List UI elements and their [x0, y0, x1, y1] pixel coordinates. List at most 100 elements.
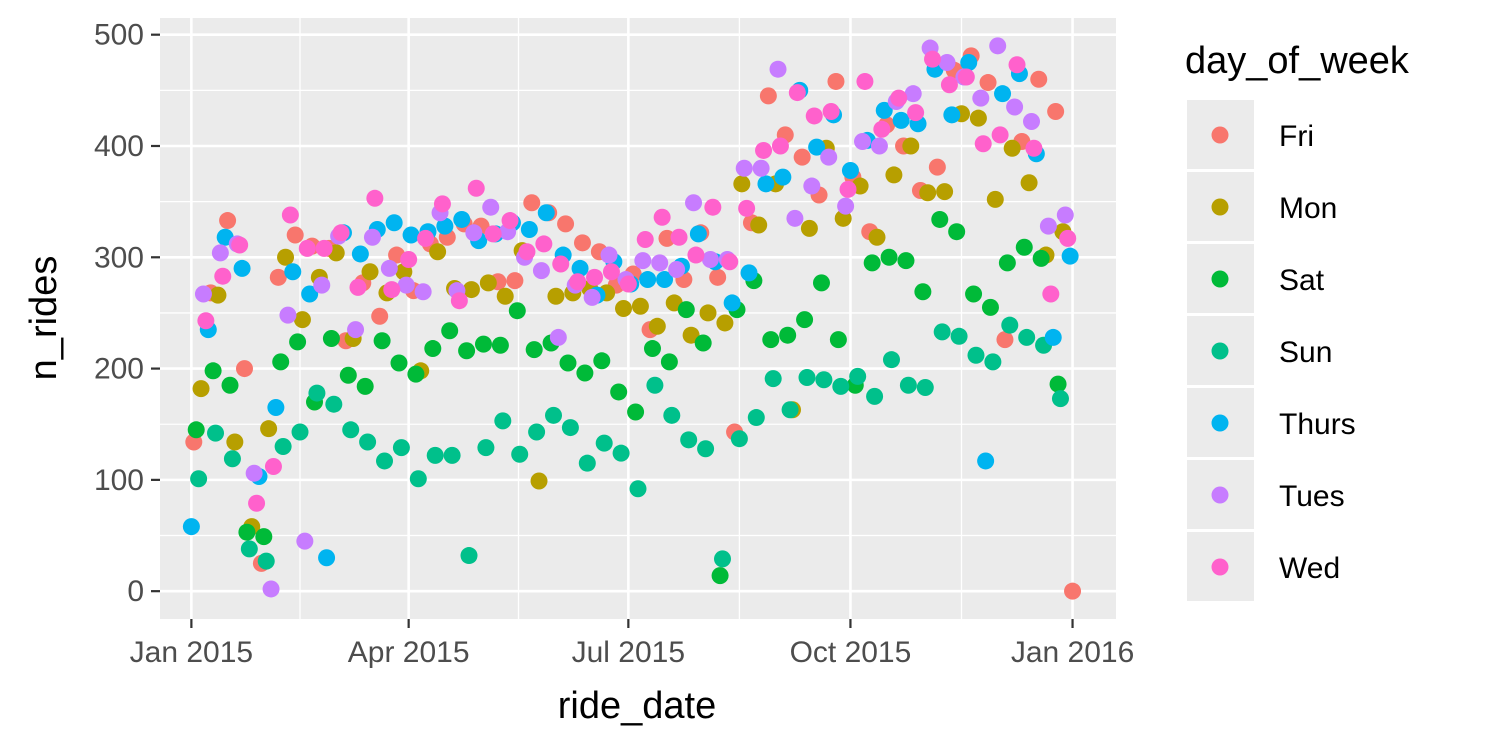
data-point — [1042, 285, 1060, 303]
data-point — [771, 137, 789, 155]
data-point — [511, 445, 529, 463]
data-point — [1008, 56, 1026, 74]
data-point — [453, 210, 471, 228]
data-point — [552, 255, 570, 273]
data-point — [902, 137, 920, 155]
data-point — [356, 377, 374, 395]
data-point — [610, 383, 628, 401]
data-point — [704, 198, 722, 216]
data-point — [426, 446, 444, 464]
data-point — [436, 217, 454, 235]
data-point — [506, 272, 524, 290]
data-point — [462, 281, 480, 299]
data-point — [668, 261, 686, 279]
major-gridlines — [160, 18, 1116, 619]
data-point — [484, 225, 502, 243]
data-point — [619, 275, 637, 293]
data-point — [1032, 249, 1050, 267]
data-point — [376, 452, 394, 470]
data-point — [458, 342, 476, 360]
data-point — [221, 376, 239, 394]
data-point — [885, 166, 903, 184]
data-point — [182, 518, 200, 536]
data-point — [914, 283, 932, 301]
data-point — [255, 528, 273, 546]
data-point — [593, 352, 611, 370]
data-point — [245, 464, 263, 482]
data-point — [803, 177, 821, 195]
data-point — [532, 262, 550, 280]
data-point — [501, 212, 519, 230]
data-point — [974, 135, 992, 153]
data-point — [407, 365, 425, 383]
data-point — [569, 273, 587, 291]
data-point — [882, 351, 900, 369]
data-point — [687, 246, 705, 264]
data-point — [759, 87, 777, 105]
data-point — [414, 283, 432, 301]
data-point — [400, 251, 418, 269]
data-point — [537, 204, 555, 222]
data-point — [788, 84, 806, 102]
data-point — [1039, 217, 1057, 235]
data-point — [996, 331, 1014, 349]
data-point — [528, 423, 546, 441]
data-point — [933, 323, 951, 341]
data-point — [1061, 247, 1079, 265]
y-tick-label: 0 — [127, 575, 144, 608]
data-point — [849, 367, 867, 385]
data-point — [223, 450, 241, 468]
data-point — [342, 421, 360, 439]
data-point — [827, 72, 845, 90]
y-tick-label: 500 — [94, 19, 144, 52]
data-point — [919, 184, 937, 202]
data-point — [755, 141, 773, 159]
data-point — [682, 326, 700, 344]
data-point — [786, 209, 804, 227]
data-point — [284, 263, 302, 281]
data-point — [967, 346, 985, 364]
data-point — [460, 547, 478, 565]
legend-key-point — [1211, 558, 1229, 576]
data-point — [769, 60, 787, 78]
data-point — [190, 470, 208, 488]
legend-label: Thurs — [1279, 408, 1356, 441]
data-point — [1056, 206, 1074, 224]
data-point — [279, 306, 297, 324]
data-point — [856, 72, 874, 90]
data-point — [339, 366, 357, 384]
data-point — [267, 399, 285, 417]
series-sat — [187, 210, 1067, 585]
data-point — [281, 206, 299, 224]
data-point — [240, 540, 258, 558]
data-point — [711, 567, 729, 585]
data-point — [989, 37, 1007, 55]
data-point — [371, 307, 389, 325]
data-point — [738, 199, 756, 217]
legend-label: Wed — [1279, 552, 1340, 585]
data-point — [627, 403, 645, 421]
data-point — [293, 311, 311, 329]
data-point — [685, 194, 703, 212]
data-point — [465, 224, 483, 242]
data-point — [701, 251, 719, 269]
data-point — [899, 376, 917, 394]
data-point — [677, 301, 695, 319]
data-point — [981, 298, 999, 316]
legend-label: Fri — [1279, 120, 1314, 153]
data-point — [716, 314, 734, 332]
data-point — [793, 148, 811, 166]
data-point — [837, 197, 855, 215]
data-point — [272, 353, 290, 371]
legend-label: Sun — [1279, 336, 1332, 369]
data-point — [928, 158, 946, 176]
data-point — [390, 354, 408, 372]
data-point — [822, 102, 840, 120]
data-point — [854, 133, 872, 151]
data-point — [547, 287, 565, 305]
data-point — [308, 384, 326, 402]
data-point — [730, 430, 748, 448]
data-point — [969, 109, 987, 127]
y-axis: 0 100 200 300 400 500 — [94, 19, 160, 608]
data-point — [612, 444, 630, 462]
